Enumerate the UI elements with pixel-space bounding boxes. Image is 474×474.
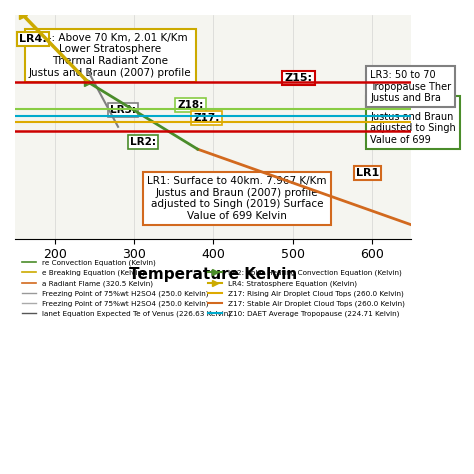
Text: LR2: 40 to 70km
Justus and Braun
adjusted to Singh
Value of 699: LR2: 40 to 70km Justus and Braun adjuste… — [370, 100, 456, 145]
Text: LR1: LR1 — [356, 168, 379, 178]
Text: Z17:: Z17: — [193, 113, 220, 123]
Text: LR4:: LR4: — [19, 34, 47, 44]
Legend: LR2: Solar Heating Convection Equation (Kelvin), LR4: Stratosphere Equation (Kel: LR2: Solar Heating Convection Equation (… — [205, 267, 408, 320]
X-axis label: Temperature Kelvin: Temperature Kelvin — [129, 267, 297, 282]
Text: LR3: 50 to 70
Tropopause Ther
Justus and Bra: LR3: 50 to 70 Tropopause Ther Justus and… — [370, 70, 451, 103]
Text: LR2:: LR2: — [130, 137, 156, 146]
Text: Z18:: Z18: — [178, 100, 204, 110]
Text: LR3:: LR3: — [110, 105, 136, 115]
Text: LR1: Surface to 40km. 7.967 K/Km
Justus and Braun (2007) profile
adjusted to Sin: LR1: Surface to 40km. 7.967 K/Km Justus … — [147, 176, 327, 221]
Text: Z15:: Z15: — [284, 73, 312, 83]
Text: LR4: Above 70 Km, 2.01 K/Km
Lower Stratosphere
Thermal Radiant Zone
Justus and B: LR4: Above 70 Km, 2.01 K/Km Lower Strato… — [29, 33, 191, 78]
